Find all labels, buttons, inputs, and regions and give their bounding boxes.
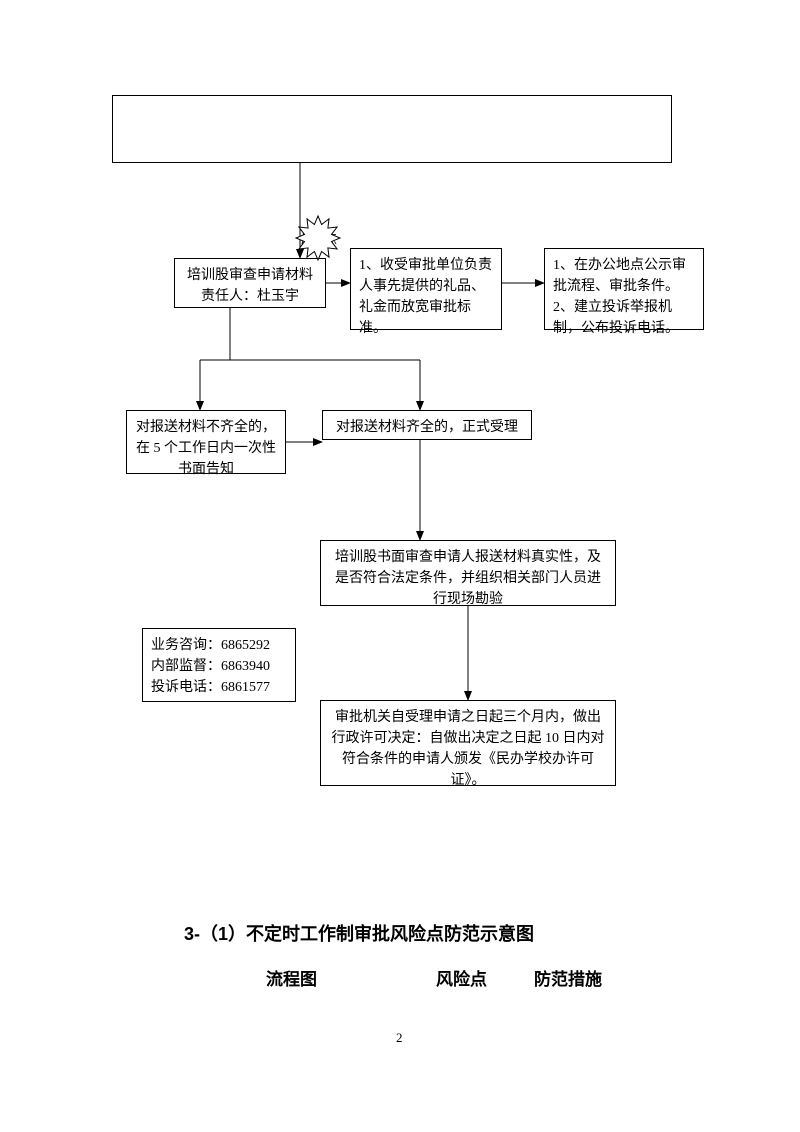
risk-starburst-label: 风险点 xyxy=(298,230,340,247)
measures-text: 1、在办公地点公示审批流程、审批条件。 2、建立投诉举报机制，公布投诉电话。 xyxy=(553,258,686,336)
contacts-box: 业务咨询：6865292 内部监督：6863940 投诉电话：6861577 xyxy=(142,628,296,702)
risk-box: 1、收受审批单位负责人事先提供的礼品、礼金而放宽审批标准。 xyxy=(350,248,502,330)
contacts-text: 业务咨询：6865292 内部监督：6863940 投诉电话：6861577 xyxy=(151,638,270,695)
measures-box: 1、在办公地点公示审批流程、审批条件。 2、建立投诉举报机制，公布投诉电话。 xyxy=(544,248,704,330)
incomplete-text: 对报送材料不齐全的，在 5 个工作日内一次性书面告知 xyxy=(136,420,276,477)
incomplete-box: 对报送材料不齐全的，在 5 个工作日内一次性书面告知 xyxy=(126,410,286,474)
review-text: 培训股审查申请材料 责任人：杜玉宇 xyxy=(187,268,313,304)
footer-col2: 风险点 xyxy=(436,965,487,990)
footer-col3: 防范措施 xyxy=(534,965,602,990)
verify-box: 培训股书面审查申请人报送材料真实性，及是否符合法定条件，并组织相关部门人员进行现… xyxy=(320,540,616,606)
complete-text: 对报送材料齐全的，正式受理 xyxy=(336,420,518,435)
review-box: 培训股审查申请材料 责任人：杜玉宇 xyxy=(174,258,326,308)
decision-text: 审批机关自受理申请之日起三个月内，做出行政许可决定：自做出决定之日起 10 日内… xyxy=(332,710,605,788)
top-blank-box xyxy=(112,95,672,163)
decision-box: 审批机关自受理申请之日起三个月内，做出行政许可决定：自做出决定之日起 10 日内… xyxy=(320,700,616,786)
footer-title: 3-（1）不定时工作制审批风险点防范示意图 xyxy=(184,920,534,946)
verify-text: 培训股书面审查申请人报送材料真实性，及是否符合法定条件，并组织相关部门人员进行现… xyxy=(335,550,601,607)
page-number: 2 xyxy=(396,1030,403,1046)
burst-text: 风险点 xyxy=(301,232,337,246)
footer-col1: 流程图 xyxy=(266,965,317,990)
risk-text: 1、收受审批单位负责人事先提供的礼品、礼金而放宽审批标准。 xyxy=(359,258,492,336)
complete-box: 对报送材料齐全的，正式受理 xyxy=(322,410,532,440)
